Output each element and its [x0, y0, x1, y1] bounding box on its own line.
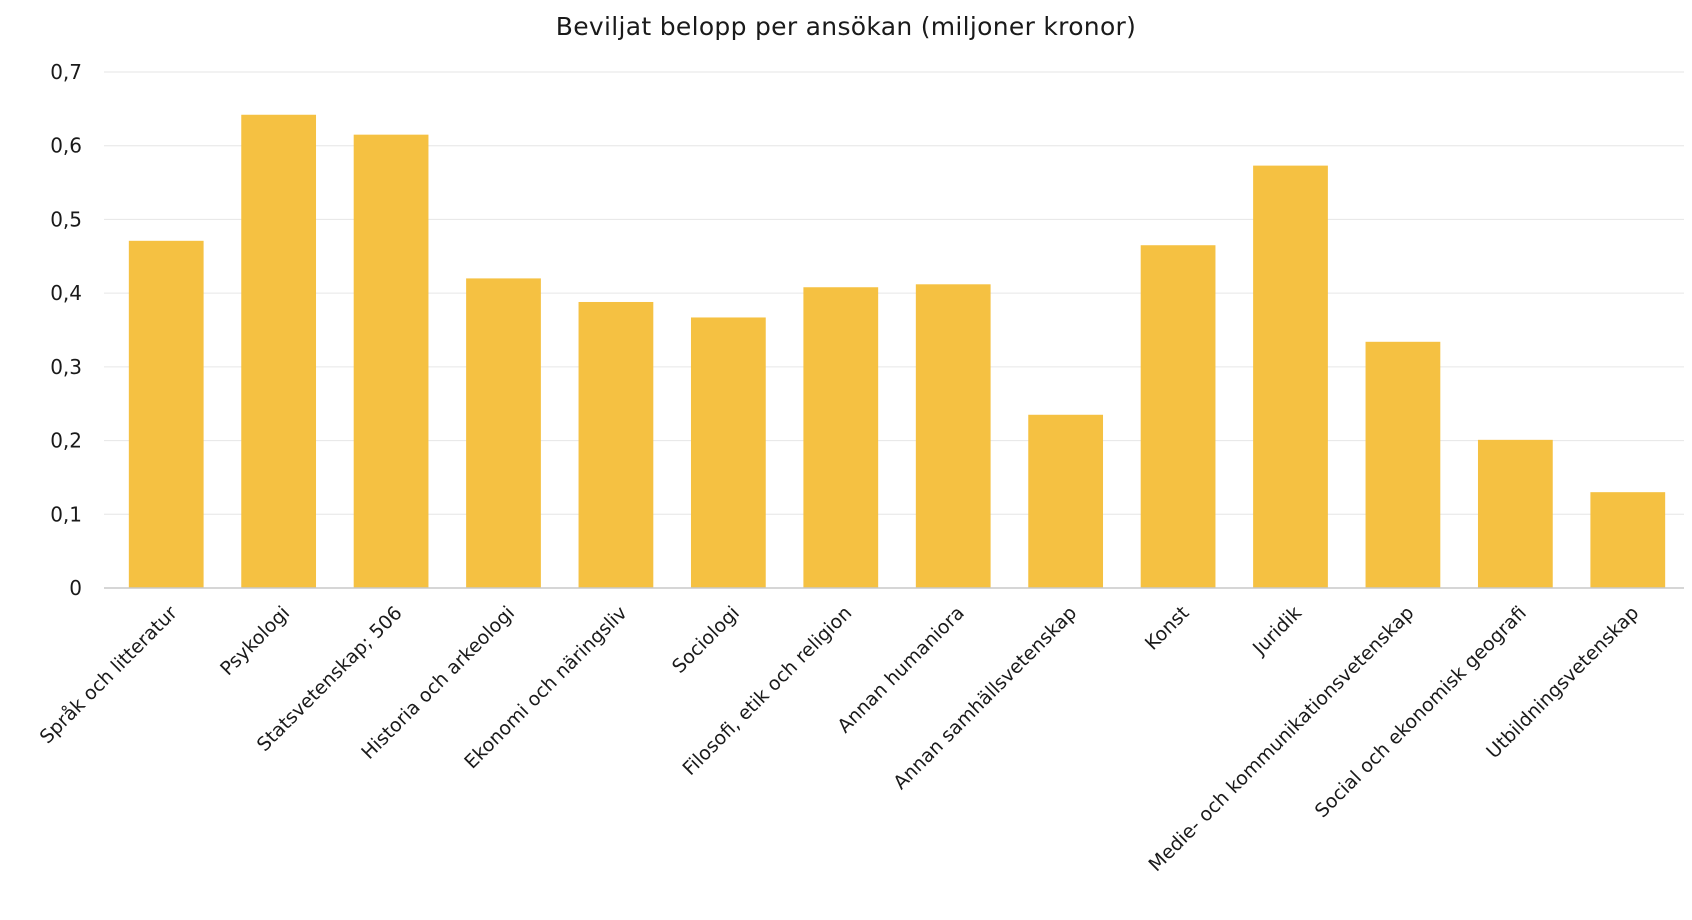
- y-tick-label: 0,7: [50, 60, 82, 84]
- x-axis-labels: Språk och litteratur PsykologiStatsvetens…: [35, 601, 1643, 876]
- bar: [466, 278, 541, 588]
- x-tick-label: Konst: [1141, 602, 1194, 655]
- bar: [241, 114, 317, 589]
- y-tick-label: 0: [69, 576, 82, 600]
- bar: [1590, 492, 1666, 588]
- bar: [353, 134, 429, 588]
- y-tick-label: 0,5: [50, 207, 82, 231]
- x-tick-label: Juridik: [1248, 602, 1306, 660]
- bar: [1028, 414, 1104, 588]
- bar: [803, 287, 879, 588]
- bar: [1365, 341, 1441, 588]
- y-axis-ticks: 0 0,1 0,2 0,3 0,4 0,5 0,6 0,7: [50, 60, 82, 600]
- y-tick-label: 0,2: [50, 429, 82, 453]
- bar: [128, 240, 204, 588]
- bar: [1477, 439, 1553, 588]
- y-tick-label: 0,6: [50, 134, 82, 158]
- x-tick-label: Sociologi: [668, 602, 744, 678]
- bar: [1140, 245, 1216, 588]
- y-tick-label: 0,1: [50, 502, 82, 526]
- bar: [690, 317, 766, 588]
- x-tick-label: Annan samhällsvetenskap: [889, 602, 1081, 794]
- x-tick-label: Psykologi: [216, 602, 294, 680]
- x-tick-label: Social och ekonomisk geografi: [1311, 602, 1531, 822]
- x-tick-label: Annan humaniora: [833, 602, 968, 737]
- chart-title: Beviljat belopp per ansökan (miljoner kr…: [555, 12, 1137, 41]
- bar: [1253, 165, 1328, 589]
- bar: [915, 284, 991, 588]
- x-tick-label: Språk och litteratur: [35, 601, 182, 748]
- bar: [578, 301, 654, 588]
- y-tick-label: 0,3: [50, 355, 82, 379]
- y-tick-label: 0,4: [50, 281, 82, 305]
- bars: [128, 114, 1666, 589]
- grid-lines: [104, 71, 1684, 515]
